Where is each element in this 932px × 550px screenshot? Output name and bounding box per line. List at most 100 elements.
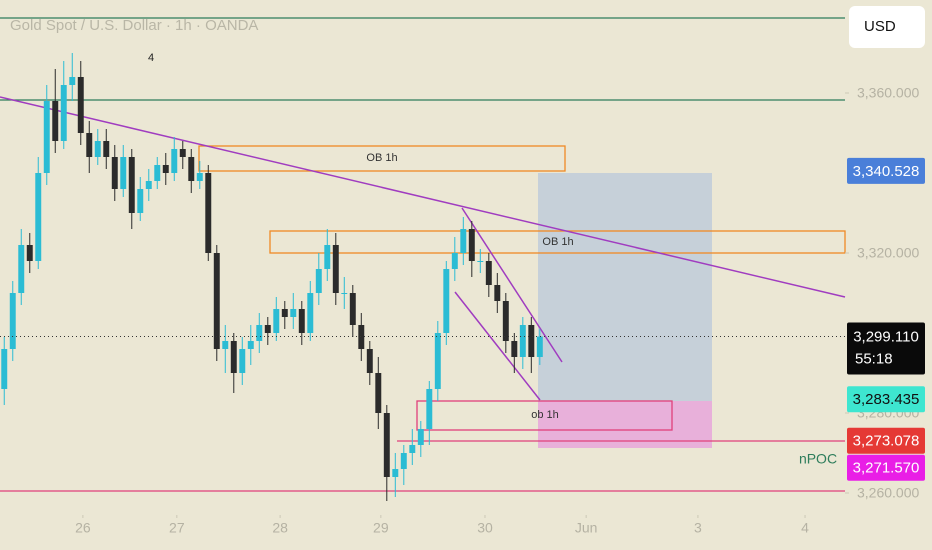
candle-body — [230, 341, 237, 373]
candle-body — [86, 133, 93, 157]
stop-zone — [538, 401, 712, 448]
candle-body — [154, 165, 161, 181]
candle-body — [69, 77, 76, 85]
candle-body — [426, 389, 433, 429]
candle-body — [341, 293, 348, 294]
candle-body — [392, 469, 399, 477]
y-tick-label: 3,360.000 — [857, 85, 919, 101]
price-label-box — [847, 157, 925, 184]
target-zone — [538, 173, 712, 401]
price-label: 3,283.435 — [853, 391, 920, 408]
candle-body — [358, 325, 365, 349]
price-label: 3,340.528 — [853, 163, 920, 180]
candle-body — [409, 445, 416, 453]
candle-body — [307, 293, 314, 333]
x-tick-label: 26 — [75, 520, 91, 536]
candle-body — [443, 269, 450, 333]
annotation: 4 — [148, 52, 154, 64]
candle-body — [171, 149, 178, 173]
candle-body — [162, 165, 169, 173]
candle-body — [536, 336, 543, 357]
candle-body — [519, 325, 526, 357]
order-block — [198, 145, 566, 172]
x-tick-label: 29 — [373, 520, 389, 536]
trend-line — [0, 96, 846, 298]
candle-body — [60, 85, 67, 141]
x-tick-label: 30 — [477, 520, 493, 536]
candle-body — [128, 157, 135, 213]
candle-body — [43, 101, 50, 173]
candle-body — [1, 349, 8, 389]
candle-body — [35, 173, 42, 261]
candle-body — [239, 349, 246, 373]
channel-line — [454, 291, 541, 401]
candle-body — [120, 157, 127, 189]
candle-body — [477, 261, 484, 262]
price-label: 3,271.570 — [853, 460, 920, 477]
x-tick-label: 27 — [169, 520, 185, 536]
candle-body — [383, 413, 390, 477]
countdown: 55:18 — [855, 351, 893, 368]
candle-body — [196, 173, 203, 181]
candle-body — [273, 309, 280, 333]
candle-body — [298, 309, 305, 333]
candle-body — [460, 229, 467, 253]
candle-body — [290, 309, 297, 317]
candle-body — [468, 229, 475, 261]
candle-body — [511, 341, 518, 357]
x-tick-label: 3 — [694, 520, 702, 536]
candle-body — [281, 309, 288, 317]
y-tick-label: 3,260.000 — [857, 485, 919, 501]
x-tick-label: 28 — [272, 520, 288, 536]
candle-body — [103, 141, 110, 157]
annotation: nPOC — [799, 451, 837, 467]
candle-body — [205, 173, 212, 253]
candle-body — [349, 293, 356, 325]
price-label: 3,273.078 — [853, 433, 920, 450]
last-price-label: 3,299.110 — [853, 329, 919, 346]
candle-body — [324, 245, 331, 269]
candle-body — [222, 341, 229, 349]
candle-body — [417, 429, 424, 445]
candle-body — [332, 245, 339, 293]
order-block — [269, 230, 846, 254]
candle-body — [188, 157, 195, 181]
chart-title: Gold Spot / U.S. Dollar · 1h · OANDA — [10, 17, 258, 34]
annotation: OB 1h — [366, 152, 397, 164]
price-label-box — [847, 427, 925, 454]
candle-body — [315, 269, 322, 293]
candles — [1, 53, 543, 501]
candle-body — [264, 325, 271, 333]
annotation: ob 1h — [531, 409, 559, 421]
candle-body — [451, 253, 458, 269]
channel-line — [461, 207, 563, 363]
y-tick-label: 3,320.000 — [857, 245, 919, 261]
candle-body — [434, 333, 441, 389]
candle-body — [137, 189, 144, 213]
candle-body — [52, 101, 59, 141]
candle-body — [9, 293, 16, 349]
x-tick-label: Jun — [575, 520, 598, 536]
candle-body — [502, 301, 509, 341]
candle-body — [26, 245, 33, 261]
price-label-box — [847, 454, 925, 481]
candle-body — [213, 253, 220, 349]
candle-body — [366, 349, 373, 373]
candle-body — [18, 245, 25, 293]
candle-body — [94, 141, 101, 157]
currency-button[interactable] — [849, 6, 925, 48]
candle-body — [111, 157, 118, 189]
x-tick-label: 4 — [801, 520, 809, 536]
currency[interactable]: USD — [864, 18, 896, 35]
candle-body — [145, 181, 152, 189]
candle-body — [400, 453, 407, 469]
candle-body — [256, 325, 263, 341]
candle-body — [485, 261, 492, 285]
candle-body — [375, 373, 382, 413]
candle-body — [247, 341, 254, 349]
order-block — [416, 400, 673, 431]
candle-body — [494, 285, 501, 301]
